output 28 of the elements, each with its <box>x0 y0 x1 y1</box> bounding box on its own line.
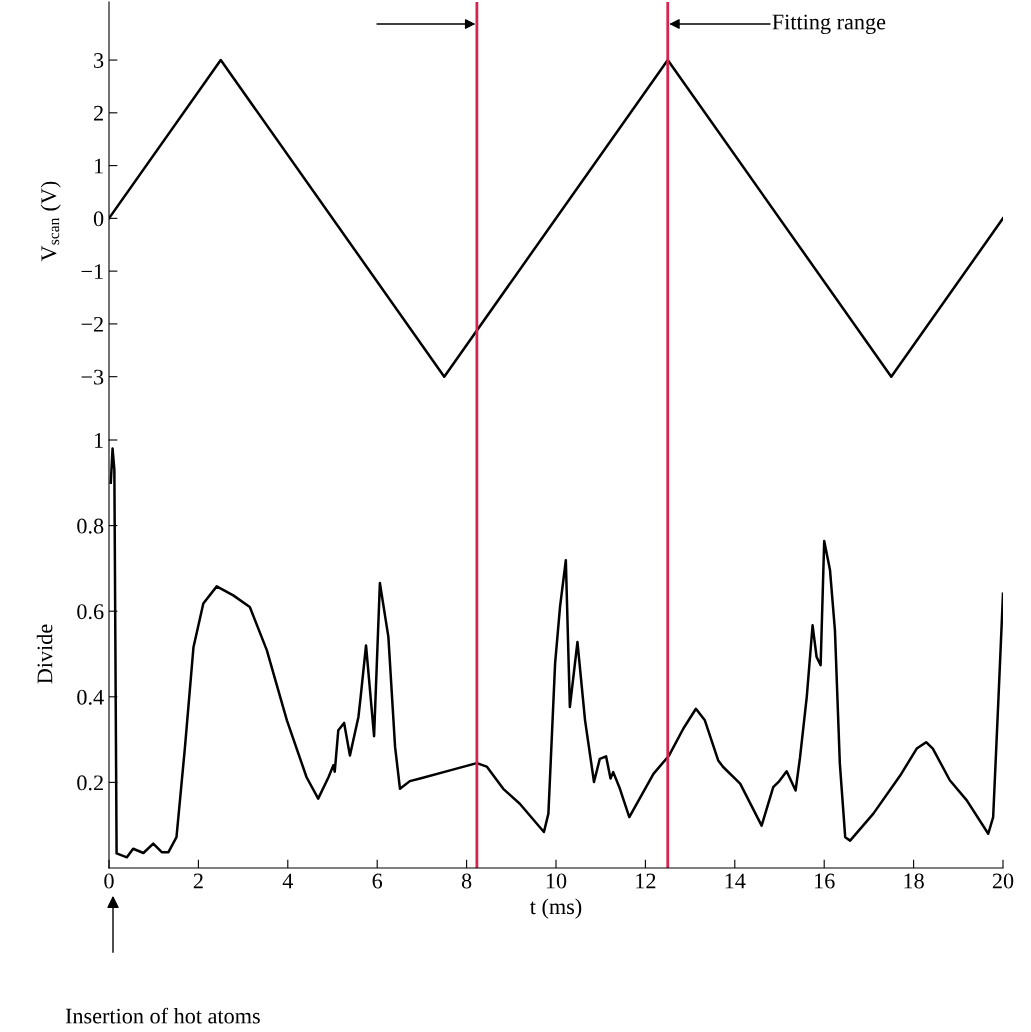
x-tick-label: 0 <box>104 873 114 889</box>
x-tick-label: 6 <box>372 873 383 889</box>
y-tick-label: 3 <box>94 53 104 68</box>
x-tick-label: 18 <box>904 873 924 889</box>
text: Insertion of hot atoms <box>65 1007 260 1024</box>
y-axis-title: Divide <box>36 624 53 684</box>
y-tick-label: 1 <box>94 433 103 448</box>
y-tick-label: 2 <box>94 105 103 121</box>
y-tick-label: 0.4 <box>77 689 104 705</box>
y-tick-label: 0 <box>93 211 104 227</box>
y-tick-label: −2 <box>81 316 103 332</box>
x-tick-label: 14 <box>725 873 746 889</box>
y-tick-label: −1 <box>81 264 103 279</box>
x-tick-label: 2 <box>193 873 203 889</box>
y-tick-label: −3 <box>81 369 104 385</box>
x-tick-label: 16 <box>815 873 835 889</box>
x-tick-label: 12 <box>636 873 656 889</box>
x-tick-label: 10 <box>546 873 567 889</box>
y-axis-title: V$_{scan}$ (V) <box>40 181 61 262</box>
x-axis-title: t (ms) <box>529 898 582 919</box>
y-tick-label: 0.8 <box>77 518 104 534</box>
y-tick-label: 0.6 <box>77 604 104 620</box>
annotation: Fitting range <box>772 14 886 35</box>
x-tick-label: 20 <box>992 873 1014 889</box>
y-tick-label: 0.2 <box>77 775 103 791</box>
x-tick-label: 4 <box>282 873 294 889</box>
y-tick-label: 1 <box>94 158 103 174</box>
x-tick-label: 8 <box>461 873 472 889</box>
